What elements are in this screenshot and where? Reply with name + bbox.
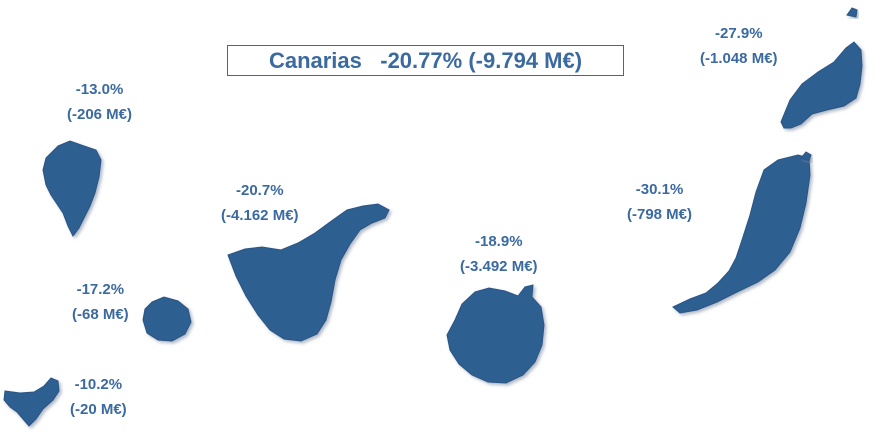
la-palma-percentage: -13.0% <box>75 81 124 98</box>
la-gomera-percentage: -17.2% <box>76 281 125 298</box>
lanzarote-amount: (-1.048 M€) <box>700 50 778 67</box>
tenerife-island <box>227 203 390 342</box>
tenerife-percentage: -20.7% <box>236 182 284 199</box>
tenerife-label: -20.7% (-4.162 M€) <box>221 178 299 228</box>
fuerteventura-island <box>672 154 811 314</box>
canarias-total-title: Canarias -20.77% (-9.794 M€) <box>227 45 624 76</box>
la-gomera-amount: (-68 M€) <box>72 306 129 323</box>
lanzarote-island <box>780 41 863 129</box>
la-palma-label: -13.0% (-206 M€) <box>67 77 132 127</box>
gran-canaria-label: -18.9% (-3.492 M€) <box>460 229 538 279</box>
lobos-islet <box>800 151 812 162</box>
title-amount: (-9.794 M€) <box>468 48 583 73</box>
el-hierro-percentage: -10.2% <box>74 376 123 393</box>
gran-canaria-amount: (-3.492 M€) <box>460 258 538 275</box>
lanzarote-percentage: -27.9% <box>715 25 763 42</box>
la-graciosa-islet <box>846 7 858 18</box>
fuerteventura-percentage: -30.1% <box>635 181 684 198</box>
fuerteventura-amount: (-798 M€) <box>627 206 693 223</box>
title-percentage: -20.77% <box>380 48 463 73</box>
el-hierro-label: -10.2% (-20 M€) <box>70 372 127 422</box>
el-hierro-amount: (-20 M€) <box>70 401 127 418</box>
gran-canaria-island <box>446 284 545 384</box>
la-palma-amount: (-206 M€) <box>67 106 133 123</box>
fuerteventura-label: -30.1% (-798 M€) <box>627 177 692 227</box>
la-gomera-label: -17.2% (-68 M€) <box>72 277 129 327</box>
la-gomera-island <box>142 296 192 342</box>
el-hierro-island <box>3 377 60 427</box>
gran-canaria-percentage: -18.9% <box>475 233 523 250</box>
la-palma-island <box>42 140 102 237</box>
lanzarote-label: -27.9% (-1.048 M€) <box>700 21 778 71</box>
tenerife-amount: (-4.162 M€) <box>221 207 299 224</box>
title-region: Canarias <box>268 48 362 73</box>
